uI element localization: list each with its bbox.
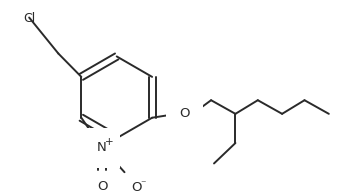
Text: N: N — [97, 141, 107, 154]
Text: O: O — [180, 107, 190, 120]
Text: +: + — [105, 137, 113, 147]
Text: Cl: Cl — [23, 12, 36, 25]
Text: O: O — [97, 180, 107, 193]
Text: O: O — [131, 181, 142, 194]
Text: ⁻: ⁻ — [140, 179, 146, 189]
